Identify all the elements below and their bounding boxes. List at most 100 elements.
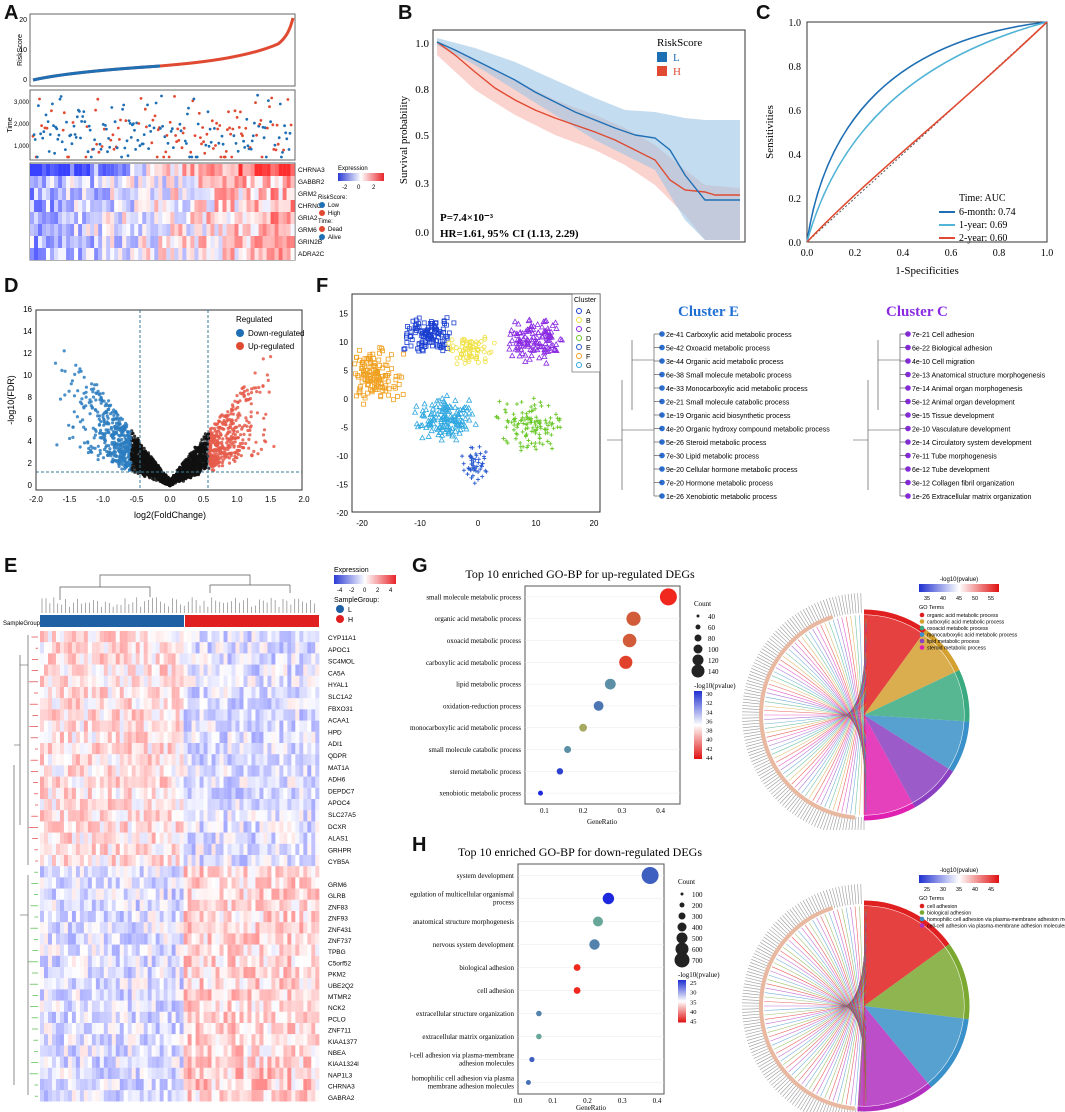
volcano-point <box>108 451 112 455</box>
e-heatmap-cell <box>139 664 144 676</box>
a-legend-time: Time: <box>318 219 333 225</box>
heatmap-cell <box>102 164 107 176</box>
volcano-point <box>217 429 221 433</box>
e-heatmap-cell <box>163 754 168 766</box>
heatmap-cell <box>182 188 187 200</box>
heatmap-cell <box>58 248 63 260</box>
heatmap-cell <box>262 200 267 212</box>
e-heatmap-cell <box>143 675 148 688</box>
e-heatmap-cell <box>251 653 256 665</box>
volcano-point <box>67 423 71 427</box>
e-heatmap-cell <box>295 631 300 643</box>
tsne-point <box>552 341 560 347</box>
e-heatmap-cell <box>40 720 45 732</box>
time-dot <box>56 137 60 141</box>
volcano-ytick: 2 <box>28 459 33 468</box>
volcano-point <box>91 426 95 430</box>
e-heatmap-cell <box>207 675 212 688</box>
e-heatmap-cell <box>243 754 248 766</box>
heatmap-cell <box>286 200 291 212</box>
e-heatmap-cell <box>195 664 200 676</box>
tree-leaf-label: 5e-26 Steroid metabolic process <box>666 440 767 447</box>
heatmap-cell <box>278 224 283 236</box>
tsne-point <box>400 392 406 397</box>
volcano-point <box>108 404 112 408</box>
volcano-point <box>202 454 207 459</box>
heatmap-cell <box>134 212 139 224</box>
heatmap-cell <box>134 188 139 200</box>
e-heatmap-cell <box>311 765 316 777</box>
e-heatmap-cell <box>251 720 256 732</box>
volcano-point <box>180 472 184 476</box>
e-heatmap-cell <box>123 731 128 744</box>
e-heatmap-cell <box>119 642 124 654</box>
volcano-point <box>78 445 82 449</box>
e-heatmap-cell <box>195 698 200 710</box>
heatmap-cell <box>182 176 187 188</box>
time-dot <box>57 133 61 137</box>
e-heatmap-cell <box>179 642 184 654</box>
e-heatmap-cell <box>207 642 212 654</box>
volcano-point <box>227 461 232 465</box>
heatmap-cell <box>154 212 159 224</box>
e-heatmap-cell <box>283 720 288 732</box>
tsne-point <box>446 340 452 346</box>
heatmap-cell <box>206 164 211 176</box>
e-heatmap-cell <box>63 754 68 766</box>
volcano-ytick: 12 <box>23 349 32 358</box>
heatmap-cell <box>154 200 159 212</box>
e-heatmap-cell <box>147 675 152 688</box>
heatmap-cell <box>54 188 59 200</box>
volcano-point <box>122 428 126 432</box>
e-heatmap-cell <box>203 653 208 665</box>
heatmap-cell <box>222 248 227 260</box>
heatmap-cell <box>62 200 67 212</box>
e-heatmap-cell <box>239 698 244 710</box>
time-dot <box>227 110 230 114</box>
tree-leaf-dot <box>659 371 665 378</box>
tsne-point <box>523 434 528 439</box>
e-heatmap-cell <box>239 743 244 755</box>
panel-a-legend: Expression -2 0 2 RiskScore: Low High Ti… <box>318 166 384 241</box>
tsne-point <box>475 346 481 352</box>
tsne-point <box>526 355 533 362</box>
e-heatmap-cell <box>155 754 160 766</box>
tsne-point <box>361 361 367 367</box>
tsne-point <box>368 387 373 392</box>
volcano-point <box>99 428 103 432</box>
e-heatmap-cell <box>307 754 312 766</box>
e-heatmap-cell <box>311 664 316 676</box>
e-heatmap-cell <box>247 765 252 777</box>
heatmap-cell <box>46 200 51 212</box>
heatmap-cell <box>130 164 135 176</box>
heatmap-cell <box>214 236 219 248</box>
heatmap-cell <box>226 236 231 248</box>
time-dot <box>186 112 189 116</box>
heatmap-cell <box>74 236 79 248</box>
e-heatmap-cell <box>291 675 296 688</box>
tsne-point <box>458 352 464 357</box>
e-heatmap-cell <box>199 653 204 665</box>
heatmap-cell <box>190 200 195 212</box>
volcano-point <box>238 391 242 395</box>
tree-leaf-label: 2e-41 Carboxylic acid metabolic process <box>666 332 792 339</box>
tsne-point <box>446 407 453 414</box>
e-heatmap-cell <box>307 765 312 777</box>
time-dot <box>109 138 113 142</box>
heatmap-cell <box>82 164 87 176</box>
volcano-point <box>218 420 222 424</box>
e-heatmap-cell <box>191 743 196 755</box>
tsne-point <box>519 448 524 453</box>
volcano-point <box>113 450 117 454</box>
e-heatmap-cell <box>275 720 280 732</box>
e-heatmap-cell <box>99 731 104 744</box>
volcano-point <box>120 441 124 445</box>
e-heatmap-cell <box>83 743 88 755</box>
time-dot <box>55 127 59 131</box>
volcano-point <box>124 444 128 448</box>
tsne-point <box>439 339 445 345</box>
tsne-point <box>481 349 487 355</box>
tsne-ytick: 5 <box>344 367 349 376</box>
e-heatmap-cell <box>59 765 64 777</box>
tsne-point <box>472 421 479 427</box>
